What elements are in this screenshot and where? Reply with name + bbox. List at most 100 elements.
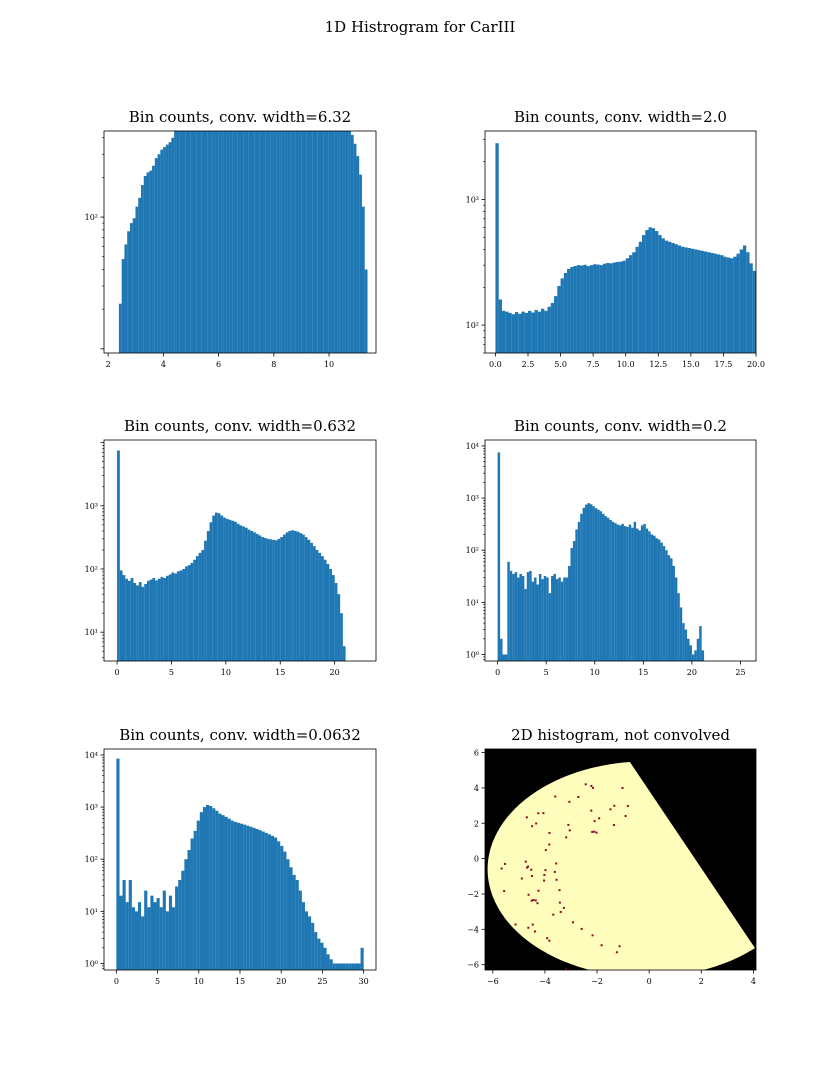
y-tick-label: 10⁴ [85,751,98,760]
histogram-bar [311,922,315,970]
histogram-bar [350,134,354,353]
histogram-bar [640,525,644,661]
histogram-bar [684,247,688,353]
histogram-bar [546,577,549,661]
histogram-bar [517,577,520,661]
heatmap-bin [577,795,580,798]
heatmap-bin [532,898,535,901]
histogram-bar [130,578,134,661]
histogram-bar [596,264,600,353]
histogram-bar [331,575,335,661]
histogram-bar [527,310,532,353]
histogram-bar [157,154,161,353]
x-tick-label: 20 [687,668,697,677]
histogram-bar [303,131,307,353]
histogram-bar [291,530,294,661]
histogram-bar [628,524,632,661]
histogram-bar [664,240,669,353]
histogram-bar [504,654,508,661]
heatmap-bin [530,899,533,902]
histogram-bar [171,572,175,661]
x-tick-label: 0 [495,668,500,677]
histogram-bar [314,932,318,970]
histogram-bar [342,646,346,661]
histogram-bar [171,137,175,353]
heatmap-empty-region [623,749,756,948]
histogram-bar [187,131,191,353]
heatmap-bin [593,820,596,823]
histogram-bar [138,902,142,970]
x-tick-label: 0.0 [489,360,502,369]
histogram-bar [340,613,343,661]
histogram-bar [223,517,226,661]
histogram-bar [179,131,183,353]
subplot-title: Bin counts, conv. width=0.2 [514,417,727,435]
y-tick-label: 10⁰ [466,650,479,659]
figure-title: 1D Histrogram for CarIII [324,18,516,36]
heatmap-bin [584,783,587,786]
histogram-bar [187,850,191,970]
histogram-bar [116,758,120,970]
histogram-bar [691,654,695,661]
x-tick-label: 5.0 [554,360,567,369]
histogram-bar [314,131,318,353]
histogram-bar [339,131,343,353]
histogram-bar [166,575,169,661]
subplot-6: 2D histogram, not convolved −6 −4 −2 0 2 4 −6 −4… [467,726,757,986]
x-tick-label: 2.5 [522,360,535,369]
histogram-bar [772,307,775,355]
y-tick-label: 10² [85,213,98,222]
y-tick-label: −6 [467,961,479,970]
histogram-bar [626,526,629,661]
y-tick-label: −4 [467,925,479,934]
histogram-bar [558,577,561,661]
x-tick-label: −2 [591,977,603,986]
histogram-bar [563,577,566,661]
y-tick-label: −2 [467,890,479,899]
histogram-bar [670,558,673,661]
histogram-bar [638,241,643,353]
histogram-bar [329,568,332,661]
histogram-bar [187,565,191,661]
histogram-bar [234,131,238,353]
histogram-bar [536,584,539,661]
histogram-bar [348,131,351,353]
x-tick-label: 0 [115,668,120,677]
histogram-bar [124,244,128,353]
histogram-bar [648,531,651,661]
histogram-bar [604,516,607,661]
heatmap-bin [531,874,534,877]
histogram-bar [185,131,188,353]
histogram-bar [560,278,564,353]
histogram-bar [174,131,177,353]
histogram-bar [315,549,319,661]
x-tick-label: 4 [161,360,166,369]
histogram-bar [122,575,126,661]
heatmap-bin [568,829,571,832]
histogram-bar [599,511,603,661]
histogram-bar [119,570,123,661]
histogram-bar [204,131,208,353]
plot-area [495,143,775,355]
x-tick-label: 2 [699,977,704,986]
histogram-bar [763,290,766,355]
axes-frame [103,439,377,662]
histogram-bar [134,911,139,970]
histogram-bar [184,859,188,970]
heatmap-bin [537,812,540,815]
histogram-bar [326,563,330,661]
x-tick-label: 6 [216,360,221,369]
histogram-bar [609,519,612,661]
heatmap-bin [520,877,523,880]
y-tick-label: 10⁰ [85,959,98,968]
histogram-bar [228,519,232,661]
heatmap-bin [548,831,551,834]
histogram-bar [638,530,641,661]
plot-area [117,450,346,661]
histogram-bar [766,296,769,355]
heatmap-bin [527,865,530,868]
histogram-bar [687,248,691,353]
histogram-bar [567,268,571,353]
histogram-bar [684,629,688,661]
histogram-bar [335,963,339,970]
